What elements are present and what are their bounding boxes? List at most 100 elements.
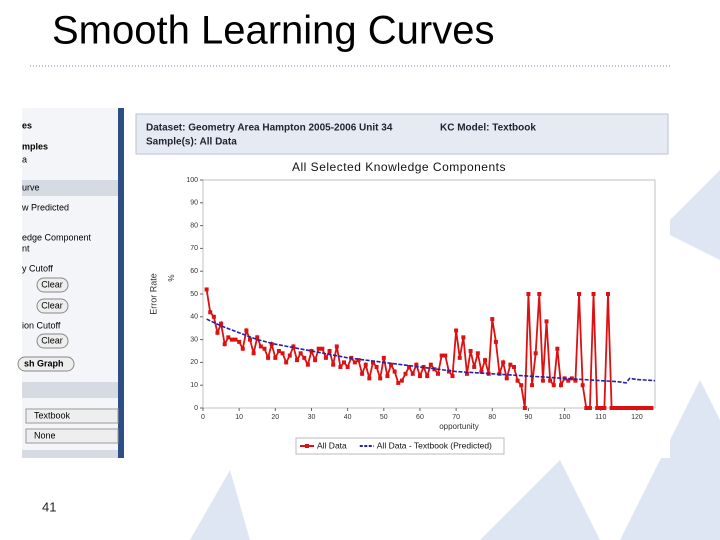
data-point <box>396 380 401 385</box>
data-point <box>352 360 357 365</box>
data-point <box>631 406 636 410</box>
y-tick-label: 70 <box>190 245 198 252</box>
x-tick-label: 10 <box>235 414 243 421</box>
data-point <box>258 344 263 349</box>
data-point <box>287 353 292 358</box>
data-point <box>544 319 549 324</box>
button-label: Clear <box>41 300 63 310</box>
x-axis-label: opportunity <box>439 422 479 431</box>
y-axis-unit: % <box>167 274 176 281</box>
y-tick-label: 50 <box>190 291 198 298</box>
y-tick-label: 80 <box>190 222 198 229</box>
data-point <box>468 349 473 353</box>
sidebar-text: es <box>22 120 32 130</box>
x-tick-label: 50 <box>380 414 388 421</box>
data-point <box>269 342 274 347</box>
data-point <box>276 349 281 353</box>
data-point <box>457 355 462 360</box>
sidebar-text: mples <box>22 141 48 151</box>
data-point <box>584 406 589 410</box>
samples-label: Sample(s): All Data <box>146 137 237 148</box>
data-point <box>237 339 242 344</box>
data-point <box>475 351 480 356</box>
chart: All Selected Knowledge Components 0 10 20 30… <box>148 160 656 455</box>
data-point <box>414 362 419 367</box>
data-point <box>392 369 397 374</box>
data-point <box>548 378 553 383</box>
x-tick-label: 100 <box>559 414 571 421</box>
series-line <box>206 318 656 384</box>
x-tick-label: 40 <box>344 414 352 421</box>
x-tick-label: 70 <box>452 414 460 421</box>
x-tick-label: 90 <box>525 414 533 421</box>
section-bar <box>22 450 118 458</box>
clear-button[interactable] <box>36 333 69 349</box>
data-point <box>425 374 430 379</box>
data-point <box>479 369 484 374</box>
data-point <box>616 406 621 410</box>
data-point <box>436 371 441 376</box>
data-point <box>240 346 245 351</box>
clear-button[interactable] <box>36 298 69 314</box>
data-point <box>204 287 209 292</box>
page-number: 41 <box>42 499 56 514</box>
sidebar-text: ion Cutoff <box>22 320 61 330</box>
data-point <box>634 406 639 410</box>
data-point <box>342 360 347 365</box>
x-tick-label: 0 <box>201 414 205 421</box>
data-point <box>598 406 603 410</box>
data-point <box>338 364 343 369</box>
data-point <box>320 346 325 351</box>
x-tick-label: 60 <box>416 414 424 421</box>
data-point <box>642 406 647 410</box>
button-label: Clear <box>41 279 63 289</box>
data-point <box>504 376 509 381</box>
data-point <box>595 406 600 410</box>
graph-button[interactable] <box>17 356 75 372</box>
plot-area <box>202 179 656 409</box>
data-point <box>464 371 469 376</box>
data-point <box>302 355 307 360</box>
data-point <box>551 383 556 388</box>
button-label: Clear <box>41 335 63 345</box>
sidebar-text: w Predicted <box>21 202 69 212</box>
dropdown[interactable] <box>25 408 119 424</box>
dropdown[interactable] <box>25 428 119 444</box>
data-point <box>295 358 300 363</box>
data-point <box>266 355 271 360</box>
y-tick-label: 10 <box>190 382 198 389</box>
y-axis-label: Error Rate <box>148 273 158 315</box>
data-point <box>248 337 253 342</box>
x-tick-label: 80 <box>488 414 496 421</box>
clear-button[interactable] <box>36 277 69 293</box>
data-point <box>439 353 444 358</box>
data-point <box>345 364 350 369</box>
data-point <box>519 383 524 388</box>
data-point <box>367 376 372 381</box>
data-point <box>215 330 220 335</box>
data-point <box>262 346 267 351</box>
data-point <box>226 335 231 340</box>
sidebar-text: urve <box>22 182 40 192</box>
data-point <box>316 346 321 351</box>
data-point <box>244 328 249 333</box>
data-point <box>454 328 459 333</box>
data-point <box>284 360 289 365</box>
header-box <box>135 113 669 155</box>
data-point <box>472 364 477 369</box>
data-point <box>558 383 563 388</box>
data-point <box>331 362 336 367</box>
y-tick-label: 0 <box>194 405 198 412</box>
data-point <box>580 383 585 388</box>
data-point <box>334 344 339 349</box>
button-label: sh Graph <box>24 358 64 368</box>
data-point <box>537 292 542 296</box>
data-point <box>490 317 495 322</box>
chart-title: All Selected Knowledge Components <box>292 160 506 174</box>
data-point <box>327 349 332 353</box>
data-point <box>363 362 368 367</box>
data-point <box>211 314 216 319</box>
data-point <box>515 378 520 383</box>
y-tick-label: 20 <box>190 359 198 366</box>
